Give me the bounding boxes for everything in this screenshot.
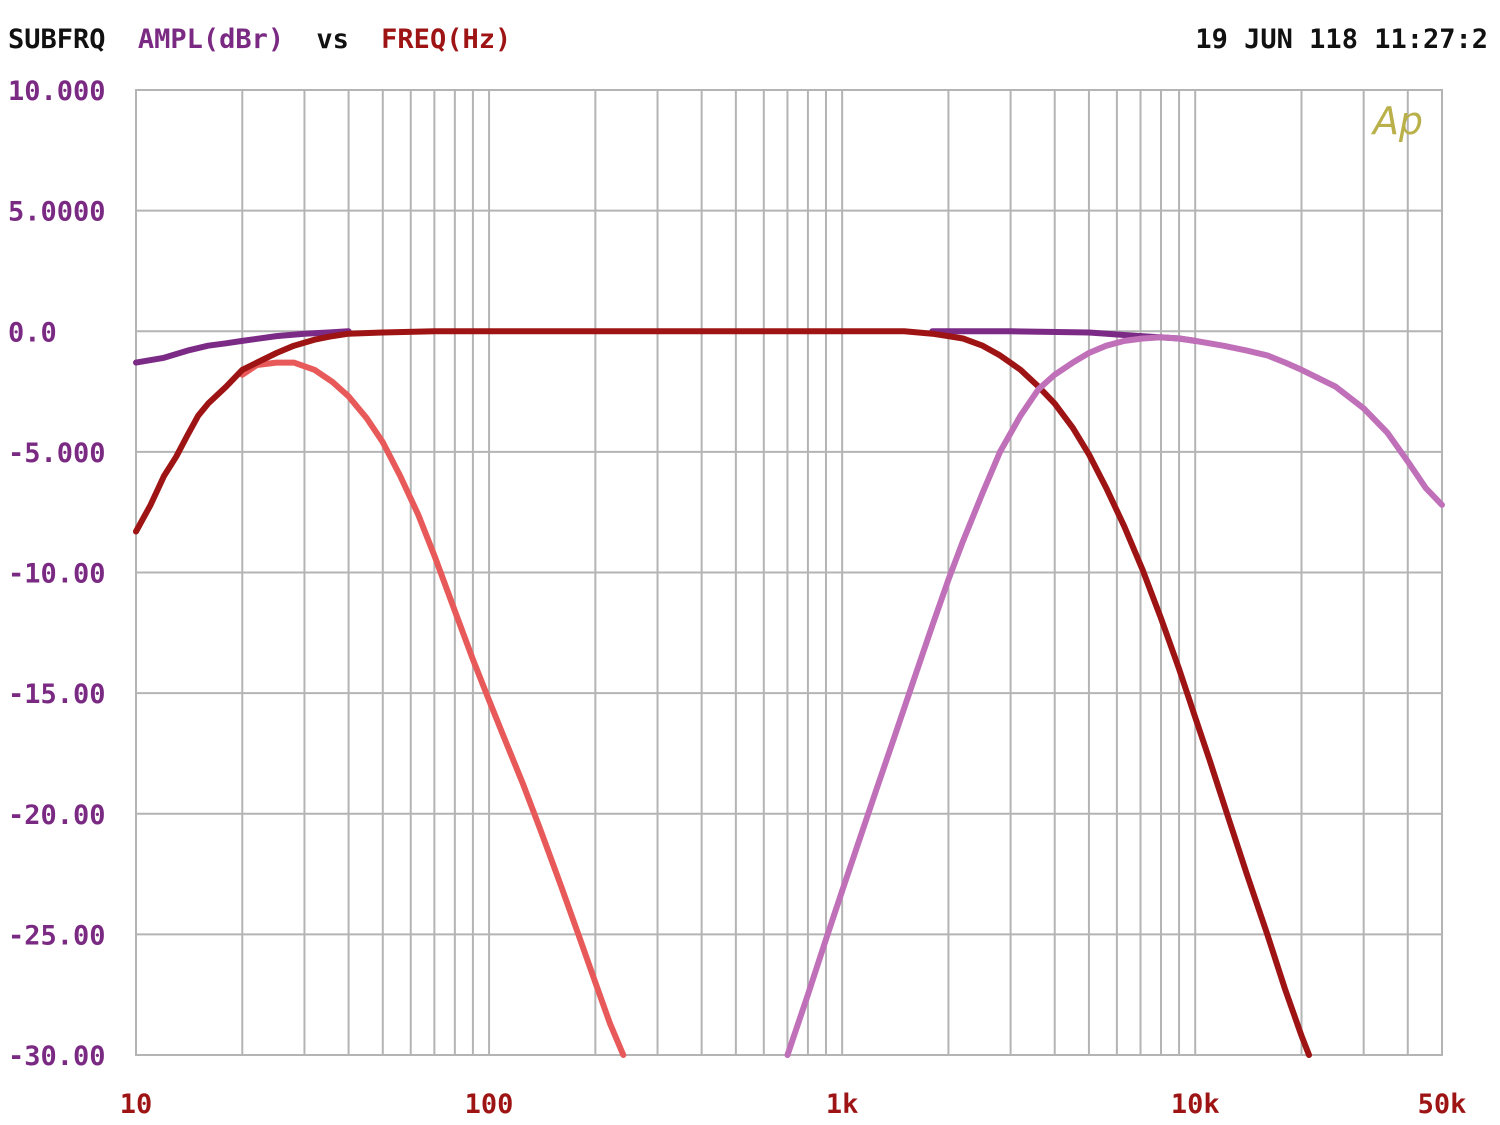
x-tick-label: 1k (826, 1089, 859, 1120)
x-tick-label: 10 (120, 1089, 153, 1120)
vs-word: vs (316, 24, 349, 55)
y-tick-label: 0.0 (8, 317, 57, 348)
chart-grid (136, 90, 1442, 1055)
x-tick-label: 10k (1171, 1089, 1220, 1120)
series-line-1 (239, 359, 627, 1058)
series-line-4 (133, 328, 1312, 1058)
y-tick-label: 10.000 (8, 76, 106, 107)
y-axis-quantity: AMPL(dBr) (138, 24, 284, 55)
y-tick-label: 5.0000 (8, 197, 106, 228)
x-tick-label: 100 (465, 1089, 514, 1120)
ap-logo: Ap (1370, 99, 1423, 143)
x-axis-quantity: FREQ(Hz) (381, 24, 511, 55)
y-tick-label: -5.000 (8, 438, 106, 469)
series-line-2 (133, 328, 352, 366)
svg-text:SUBFRQ AMPL(dBr) vs: SUBFRQ AMPL(dBr) vs FREQ(Hz) (8, 24, 511, 55)
y-tick-label: -25.00 (8, 920, 106, 951)
timestamp: 19 JUN 118 11:27:2 (1195, 24, 1488, 55)
y-tick-label: -15.00 (8, 679, 106, 710)
y-tick-label: -20.00 (8, 800, 106, 831)
y-tick-label: -10.00 (8, 559, 106, 590)
x-tick-labels: 10 100 1k 10k 50k (120, 1089, 1467, 1120)
series-line-5 (784, 334, 1445, 1058)
series-layer (133, 328, 1445, 1058)
test-name: SUBFRQ (8, 24, 106, 55)
y-tick-label: -30.00 (8, 1041, 106, 1072)
x-tick-label: 50k (1418, 1089, 1467, 1120)
y-tick-labels: 10.000 5.0000 0.0 -5.000 -10.00 -15.00 -20.00 -… (8, 76, 106, 1072)
